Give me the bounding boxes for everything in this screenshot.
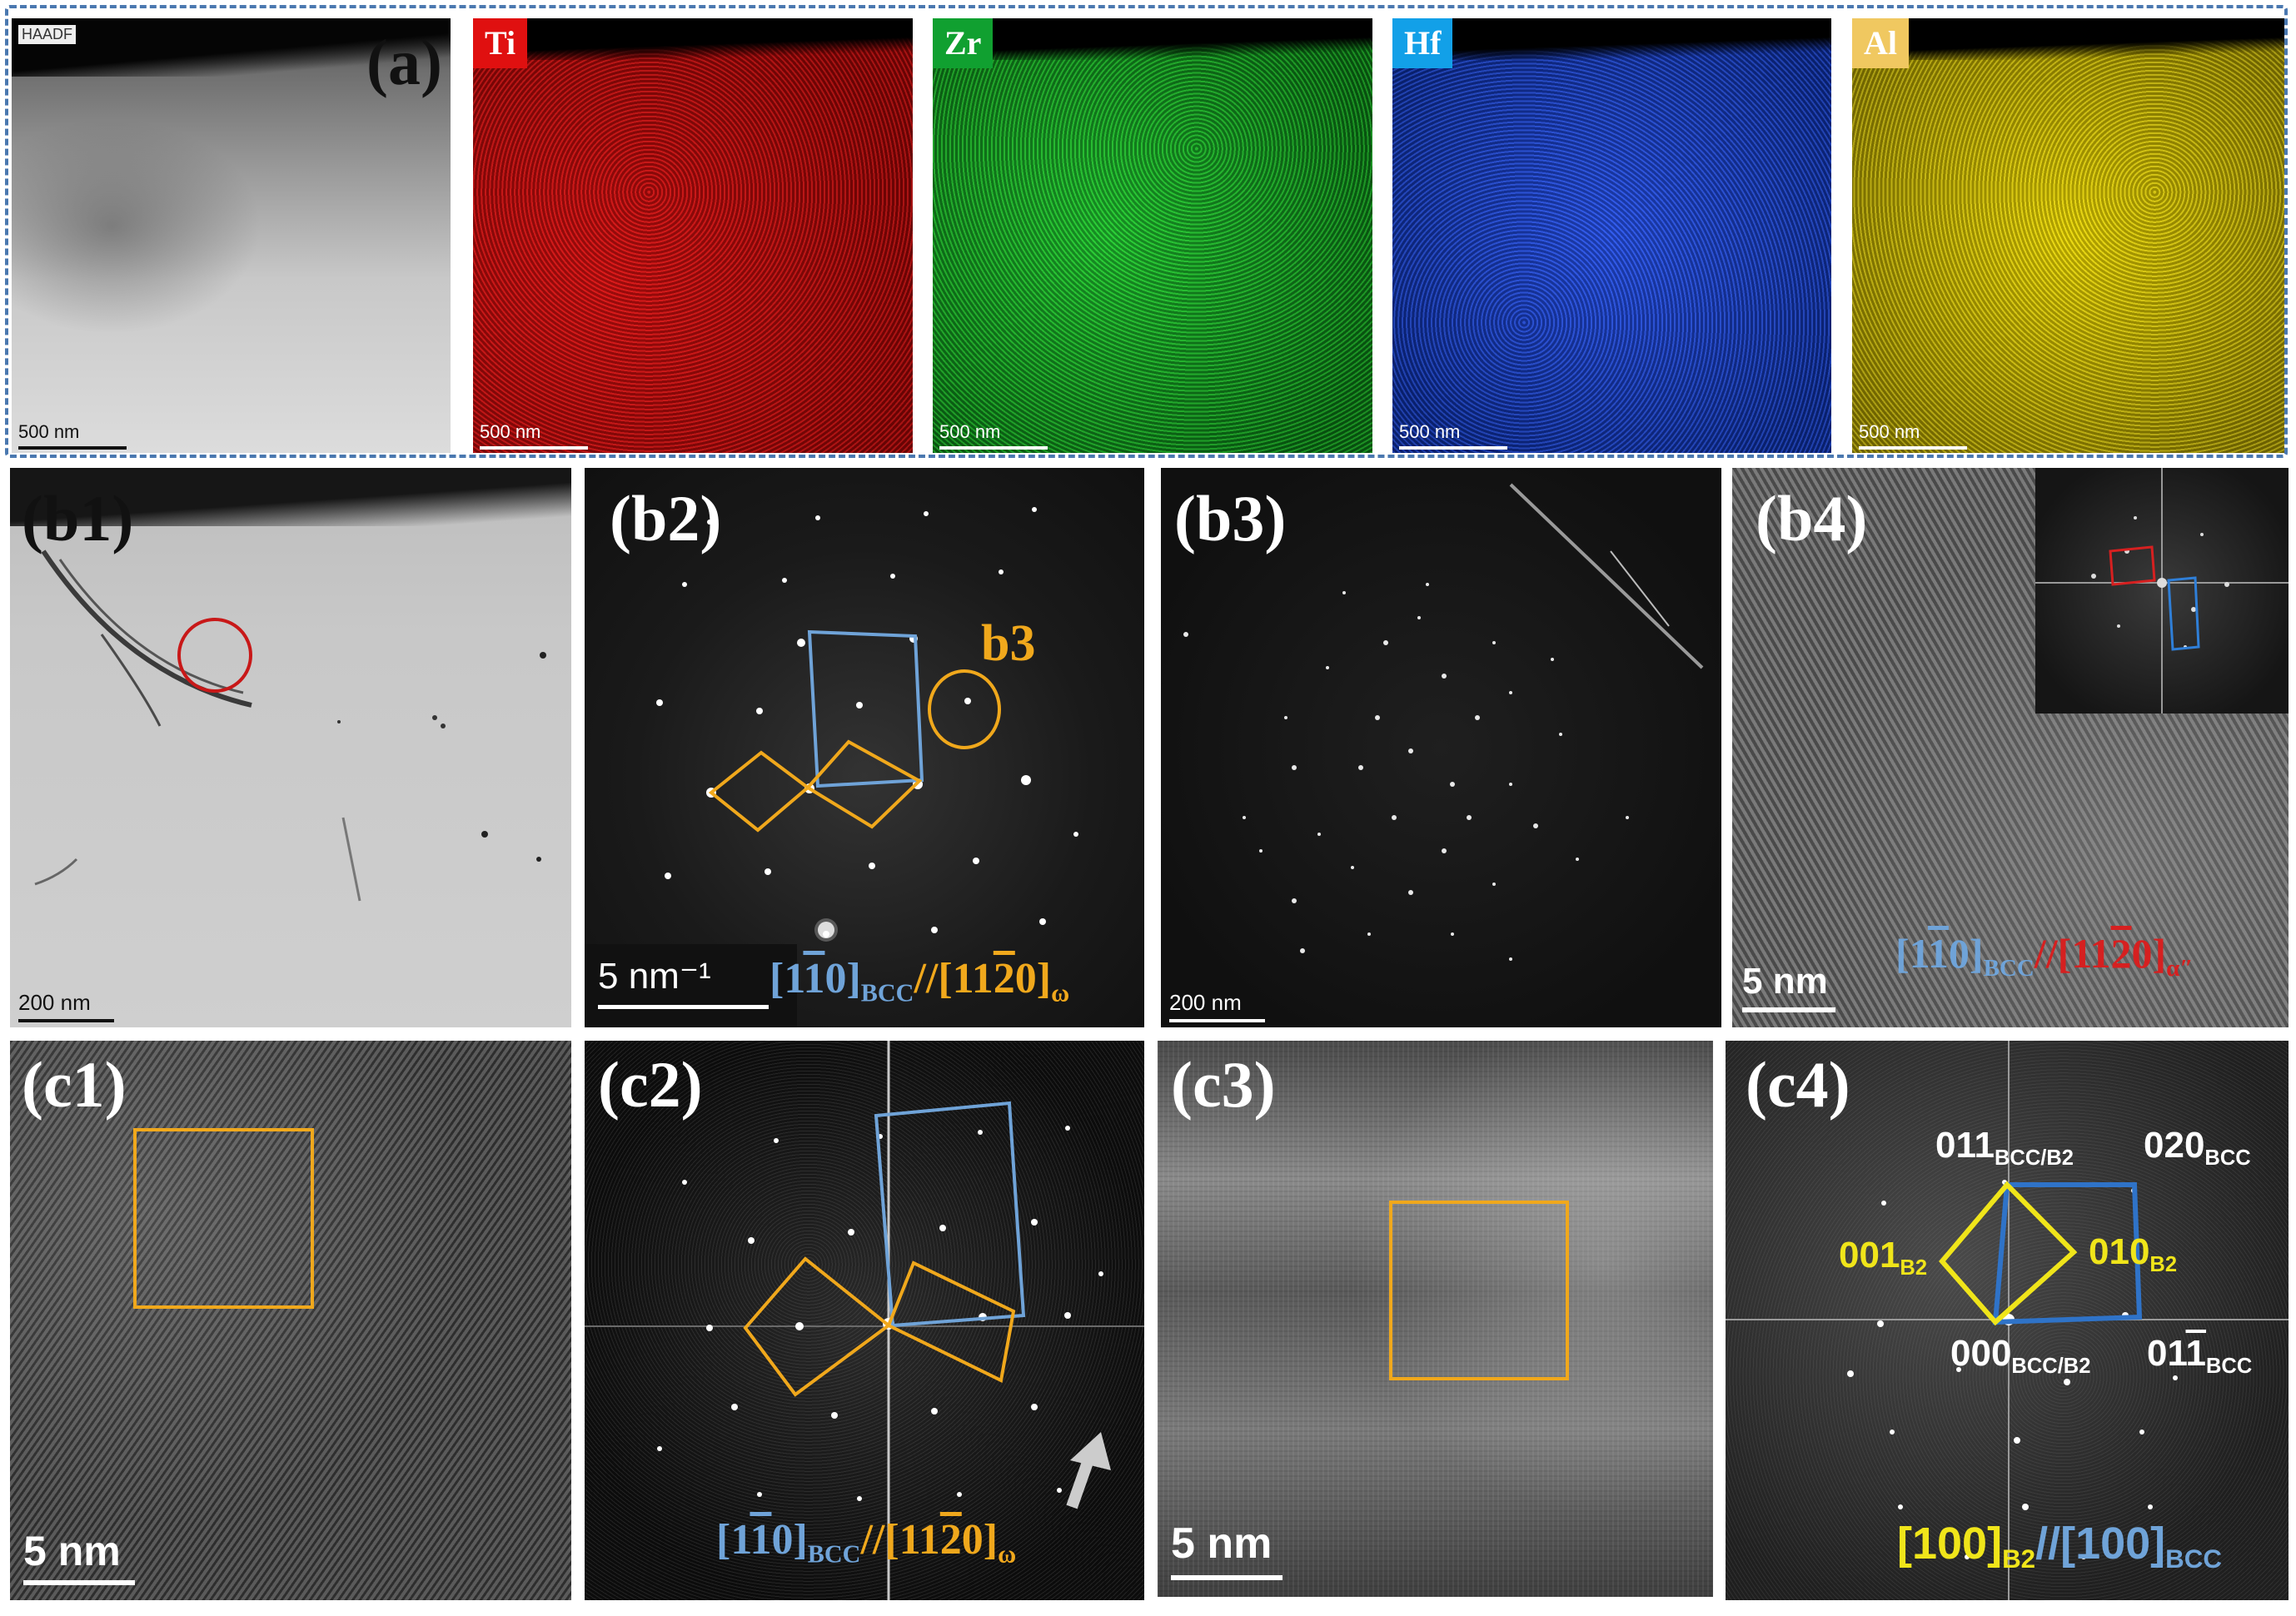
scalebar-label: 500 nm — [1399, 421, 1461, 442]
scalebar — [18, 1019, 114, 1022]
panel-c4: (c4) 011BCC/B2 020BCC 001B2 010B2 000BCC… — [1726, 1041, 2289, 1600]
element-tag-hf: Hf — [1392, 18, 1453, 68]
index-010: 010B2 — [2089, 1231, 2178, 1276]
zone-axis-label: [110]BCC//[1120]α″ — [1895, 929, 2194, 982]
b3-dark-field — [1183, 483, 1704, 961]
scalebar-label: 500 nm — [18, 421, 80, 442]
element-tag-zr: Zr — [933, 18, 994, 68]
index-000: 000BCC/B2 — [1950, 1333, 2091, 1378]
zone-axis-label: [110]BCC//[1120]ω — [769, 955, 1070, 1007]
bcc-cell — [1992, 1182, 2143, 1325]
panel-b4: (b4) 5 nm [110]BCC//[1120]α″ — [1732, 468, 2289, 1027]
panel-b3: (b3) 200 nm — [1161, 468, 1721, 1027]
panel-a-hf-map: Hf 500 nm — [1392, 18, 1831, 453]
scalebar-label: 200 nm — [1169, 990, 1242, 1015]
scalebar — [1399, 446, 1507, 450]
scalebar-label: 500 nm — [480, 421, 541, 442]
haadf-tag: HAADF — [18, 25, 77, 44]
scalebar — [939, 446, 1048, 450]
figure-a-frame — [5, 5, 2288, 458]
bcc-cell — [807, 629, 924, 788]
selection-circle — [177, 618, 252, 693]
arrow-icon — [1066, 1432, 1111, 1509]
scalebar-label: 200 nm — [18, 990, 91, 1015]
index-020: 020BCC — [2144, 1125, 2251, 1170]
panel-a-zr-map: Zr 500 nm — [933, 18, 1372, 453]
bcc-cell — [874, 1101, 1026, 1328]
panel-label-b3: (b3) — [1174, 482, 1287, 554]
scalebar-label: 5 nm⁻¹ — [598, 956, 711, 997]
scalebar — [1742, 1007, 1835, 1012]
b3-aperture — [928, 669, 1001, 749]
b2-cell — [1939, 1181, 2078, 1326]
panel-label-b1: (b1) — [22, 482, 134, 554]
index-001: 001B2 — [1839, 1235, 1928, 1280]
panel-label-c3: (c3) — [1171, 1048, 1276, 1121]
scalebar — [1859, 446, 1967, 450]
panel-a-al-map: Al 500 nm — [1852, 18, 2284, 453]
diffraction-pattern — [656, 507, 1078, 957]
aperture-label: b3 — [981, 615, 1036, 672]
scalebar — [480, 446, 588, 450]
panel-b2: (b2) b3 5 nm⁻¹ [110]BCC//[1120]ω — [585, 468, 1144, 1027]
panel-c3: (c3) 5 nm — [1158, 1041, 1713, 1597]
scalebar-label: 5 nm — [1171, 1519, 1273, 1568]
element-tag-al: Al — [1852, 18, 1909, 68]
scalebar-label: 500 nm — [939, 421, 1001, 442]
scalebar — [1169, 1019, 1265, 1022]
panel-a-haadf: HAADF (a) 500 nm — [12, 18, 451, 453]
fft-c4-pattern — [1726, 1041, 2289, 1600]
panel-label-b2: (b2) — [610, 482, 722, 554]
region-box — [1389, 1201, 1569, 1380]
panel-label-b4: (b4) — [1756, 482, 1868, 554]
panel-label-c4: (c4) — [1746, 1048, 1850, 1121]
scalebar-label: 5 nm — [1742, 961, 1828, 1002]
region-box — [133, 1128, 314, 1309]
scalebar-label: 500 nm — [1859, 421, 1920, 442]
zone-axis-label: [110]BCC//[1120]ω — [716, 1516, 1017, 1569]
panel-c2: (c2) [110]BCC//[1120]ω — [585, 1041, 1144, 1600]
zone-axis-label: [100]B2//[100]BCC — [1897, 1518, 2223, 1574]
index-011: 011BCC/B2 — [1935, 1125, 2074, 1170]
panel-a-ti-map: Ti 500 nm — [473, 18, 913, 453]
fft-inset — [2035, 468, 2289, 714]
scalebar-label: 5 nm — [23, 1528, 121, 1574]
scalebar — [598, 1005, 769, 1009]
element-tag-ti: Ti — [473, 18, 528, 68]
scalebar — [18, 446, 127, 450]
panel-c1: (c1) 5 nm — [10, 1041, 571, 1600]
b1-overlay — [34, 549, 546, 902]
fft-pattern — [585, 1041, 1144, 1600]
panel-label-c2: (c2) — [598, 1048, 703, 1121]
omega-cell-left — [708, 750, 811, 833]
index-01-1: 011BCC — [2147, 1333, 2253, 1378]
omega-cell-right — [804, 739, 923, 829]
omega-cell-right — [886, 1260, 1016, 1383]
panel-label-a: (a) — [366, 26, 442, 98]
panel-b1: (b1) 200 nm — [10, 468, 571, 1027]
scalebar — [1171, 1575, 1282, 1580]
panel-label-c1: (c1) — [22, 1048, 127, 1121]
scalebar — [23, 1580, 135, 1585]
